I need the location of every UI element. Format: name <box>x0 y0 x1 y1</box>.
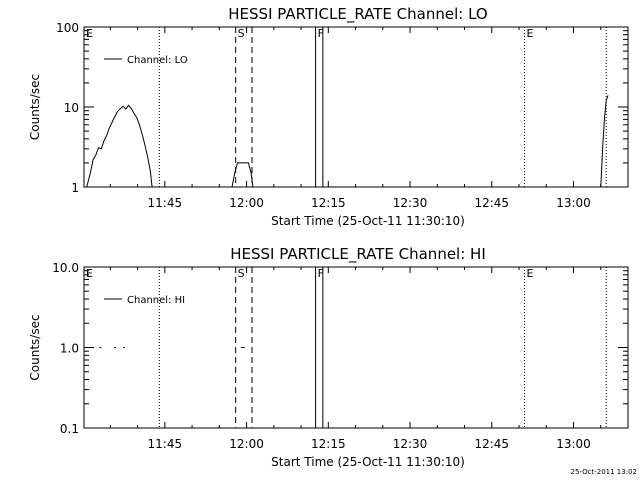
lo-marker-label: F <box>318 27 324 40</box>
hi-chart-title: HESSI PARTICLE_RATE Channel: HI <box>230 245 486 264</box>
hi-marker-label: F <box>318 267 324 280</box>
lo-series-line <box>600 95 609 188</box>
lo-x-tick-label: 12:00 <box>229 196 264 210</box>
lo-chart-title: HESSI PARTICLE_RATE Channel: LO <box>228 5 487 24</box>
lo-x-tick-label: 12:30 <box>393 196 428 210</box>
hi-marker-label: E <box>86 267 93 280</box>
lo-x-tick-label: 11:45 <box>148 196 183 210</box>
lo-y-tick-label: 1 <box>71 181 79 195</box>
lo-panel: HESSI PARTICLE_RATE Channel: LO Counts/se… <box>28 5 629 228</box>
hi-panel: HESSI PARTICLE_RATE Channel: HI Counts/se… <box>28 245 629 469</box>
lo-marker-label: S <box>238 27 245 40</box>
lo-series-line <box>231 162 254 188</box>
hi-x-tick-label: 12:15 <box>311 437 346 451</box>
hi-x-tick-label: 12:45 <box>474 437 509 451</box>
hi-x-tick-label: 12:00 <box>229 437 264 451</box>
hi-y-tick-label: 10.0 <box>52 261 79 275</box>
hi-y-axis-title: Counts/sec <box>28 314 42 380</box>
lo-x-axis-title: Start Time (25-Oct-11 11:30:10) <box>271 214 465 228</box>
lo-plot-frame <box>83 26 629 188</box>
lo-y-axis-title: Counts/sec <box>28 74 42 140</box>
lo-x-tick-label: 12:45 <box>474 196 509 210</box>
timestamp: 25-Oct-2011 13:02 <box>571 468 637 476</box>
lo-y-tick-label: 100 <box>56 21 79 35</box>
hi-marker-label: E <box>526 267 533 280</box>
lo-marker-label: E <box>86 27 93 40</box>
hi-legend-label: Channel: HI <box>127 295 185 306</box>
lo-marker-label: E <box>526 27 533 40</box>
hi-x-tick-label: 12:30 <box>393 437 428 451</box>
lo-x-tick-label: 13:00 <box>556 196 591 210</box>
hi-plot-frame <box>83 266 629 429</box>
hi-x-axis-title: Start Time (25-Oct-11 11:30:10) <box>271 455 465 469</box>
hi-marker-label: S <box>238 267 245 280</box>
lo-series-line <box>86 104 153 188</box>
hi-x-tick-label: 13:00 <box>556 437 591 451</box>
lo-y-tick-label: 10 <box>64 101 79 115</box>
hi-x-tick-label: 11:45 <box>148 437 183 451</box>
lo-x-tick-label: 12:15 <box>311 196 346 210</box>
hi-y-tick-label: 0.1 <box>60 422 79 436</box>
hi-y-tick-label: 1.0 <box>60 342 79 356</box>
lo-legend-label: Channel: LO <box>127 55 188 66</box>
